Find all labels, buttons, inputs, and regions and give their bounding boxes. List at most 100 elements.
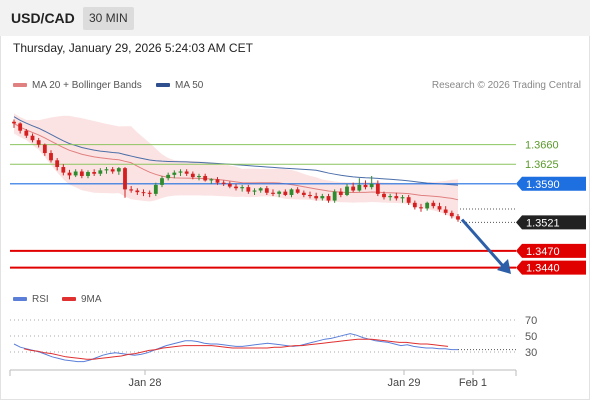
- time-tick-label: Feb 1: [459, 377, 487, 389]
- support-label: 1.3470: [526, 246, 560, 258]
- candle-body: [338, 191, 343, 195]
- candle-body: [295, 189, 300, 193]
- time-tick-label: Jan 28: [128, 377, 161, 389]
- credit-text: Research © 2026 Trading Central: [431, 80, 581, 91]
- candle-body: [326, 196, 331, 201]
- candle-body: [271, 192, 275, 194]
- candle-body: [369, 183, 374, 188]
- support-label: 1.3440: [526, 263, 560, 275]
- candle-body: [363, 184, 368, 188]
- candle-body: [49, 153, 53, 161]
- candle-body: [110, 169, 115, 172]
- rsi-line: [13, 333, 458, 363]
- rsi-tick-label: 30: [525, 347, 537, 359]
- pivot-label: 1.3590: [526, 179, 560, 191]
- legend-rsi-label: RSI: [32, 294, 49, 305]
- candle-body: [227, 183, 232, 187]
- candle-body: [382, 193, 386, 198]
- candle-body: [178, 171, 183, 173]
- candle-body: [320, 196, 325, 199]
- rsi-ma-line: [23, 338, 449, 360]
- candle-body: [61, 167, 66, 173]
- candle-body: [308, 194, 312, 197]
- candle-body: [30, 135, 35, 141]
- candle-body: [215, 179, 220, 183]
- candle-body: [79, 171, 84, 176]
- candle-body: [332, 191, 337, 201]
- candle-body: [184, 171, 189, 174]
- candle-body: [123, 168, 127, 190]
- header-bar: USD/CAD 30 MIN: [0, 0, 590, 36]
- ma50-swatch: [156, 83, 170, 88]
- candle-body: [314, 196, 319, 199]
- candle-body: [425, 202, 430, 209]
- candle-body: [419, 207, 423, 209]
- support-tag: [516, 260, 586, 275]
- symbol-title: USD/CAD: [11, 10, 75, 26]
- ma20-swatch: [13, 83, 27, 88]
- candle-body: [92, 172, 97, 174]
- candle-body: [246, 187, 251, 192]
- candle-body: [197, 175, 201, 178]
- chart-datetime: Thursday, January 29, 2026 5:24:03 AM CE…: [13, 41, 253, 55]
- resistance-label: 1.3625: [525, 159, 559, 171]
- last-price-label: 1.3521: [526, 217, 560, 229]
- candle-body: [12, 121, 16, 124]
- candle-body: [55, 160, 60, 168]
- candle-body: [153, 184, 158, 194]
- candle-body: [449, 212, 454, 217]
- candle-body: [277, 191, 282, 194]
- ma50-line: [13, 116, 459, 186]
- candle-body: [351, 186, 356, 191]
- candle-body: [406, 197, 411, 203]
- legend-ma20: MA 20 + Bollinger Bands: [13, 80, 142, 91]
- candle-body: [129, 189, 134, 191]
- legend-ma50-label: MA 50: [175, 80, 204, 91]
- rsi-swatch: [13, 297, 27, 302]
- candle-body: [289, 189, 294, 195]
- candle-body: [400, 197, 405, 199]
- candle-body: [431, 202, 436, 207]
- candle-body: [147, 192, 152, 194]
- candle-body: [443, 209, 448, 213]
- candle-body: [357, 184, 362, 191]
- candle-body: [388, 196, 393, 198]
- last-price-tag: [516, 215, 586, 230]
- support-tag: [516, 243, 586, 258]
- candle-body: [135, 190, 140, 193]
- candle-body: [24, 130, 29, 136]
- candle-body: [456, 216, 460, 220]
- candle-body: [301, 192, 306, 195]
- candle-body: [104, 169, 109, 171]
- candle-body: [437, 206, 442, 210]
- candle-body: [283, 191, 288, 195]
- candle-body: [67, 172, 72, 176]
- candle-body: [86, 172, 90, 176]
- bollinger-band: [14, 113, 458, 221]
- candle-body: [252, 190, 257, 192]
- candle-body: [234, 186, 238, 189]
- timeframe-button[interactable]: 30 MIN: [83, 7, 134, 30]
- rsi-tick-label: 70: [525, 315, 537, 327]
- legend-rsi: RSI: [13, 294, 49, 305]
- rsi-tick-label: 50: [525, 331, 537, 343]
- candle-body: [116, 168, 121, 172]
- candle-body: [412, 202, 417, 208]
- candle-body: [221, 182, 226, 184]
- candle-body: [73, 171, 78, 176]
- candle-body: [258, 188, 263, 191]
- candle-body: [394, 196, 399, 199]
- candle-body: [190, 173, 195, 178]
- candle-body: [209, 179, 214, 181]
- candle-body: [98, 170, 103, 174]
- candle-body: [141, 192, 146, 194]
- candle-body: [375, 183, 380, 194]
- candle-body: [160, 178, 164, 185]
- candle-body: [264, 188, 269, 193]
- legend-rsi-ma-label: 9MA: [81, 294, 102, 305]
- candle-body: [166, 174, 171, 179]
- candle-body: [203, 175, 208, 181]
- resistance-label: 1.3660: [525, 140, 559, 152]
- pivot-tag: [516, 176, 586, 191]
